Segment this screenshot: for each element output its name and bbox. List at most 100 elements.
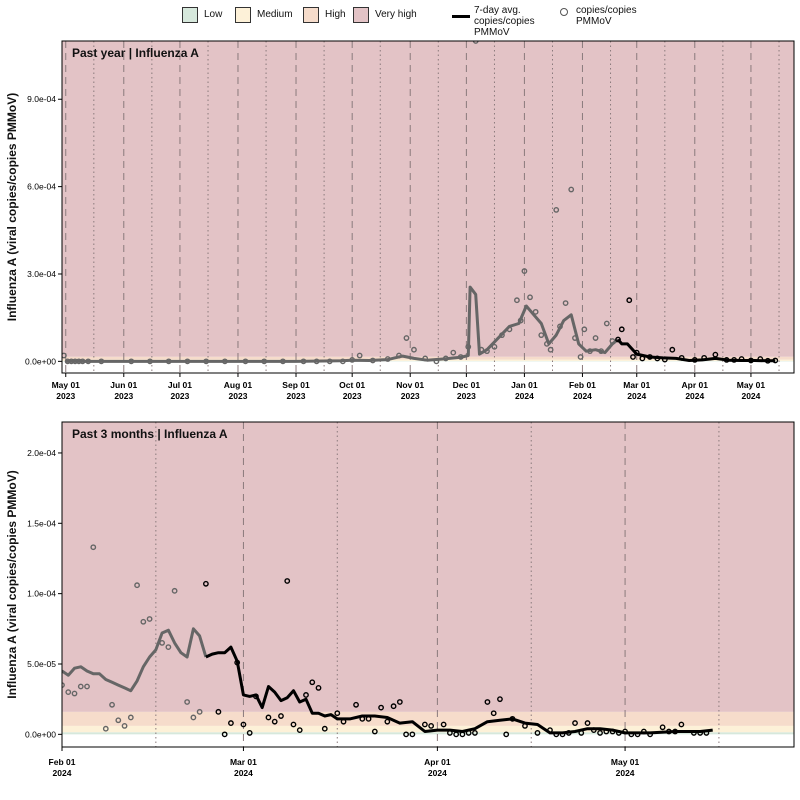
data-point (598, 348, 605, 355)
data-point (509, 715, 516, 722)
x-tick-label: Feb 01 2024 (569, 380, 596, 400)
data-point (134, 582, 140, 589)
legend-item-very-high: Very high (353, 7, 417, 23)
data-point (365, 715, 372, 722)
data-point (690, 730, 697, 736)
x-tick-label-date: Mar 01 (230, 757, 257, 767)
data-point (280, 358, 286, 365)
data-point (284, 578, 291, 584)
data-point (313, 358, 320, 365)
data-point (633, 349, 640, 356)
x-tick-label-date: Jun 01 (110, 380, 137, 390)
data-point (521, 268, 528, 274)
data-point (440, 721, 447, 728)
data-point (557, 323, 563, 330)
data-point (446, 730, 453, 736)
data-point (517, 317, 524, 324)
data-point (62, 352, 67, 359)
plot-background (62, 734, 794, 747)
x-tick-label-year: 2023 (287, 391, 306, 400)
data-point (547, 346, 554, 353)
risk-band-high (62, 711, 794, 726)
data-point (428, 722, 435, 729)
data-point (609, 338, 616, 344)
data-point (340, 718, 347, 725)
data-point (62, 682, 65, 688)
data-point (421, 721, 428, 728)
x-tick-label-year: 2024 (741, 391, 760, 400)
data-point (603, 320, 610, 327)
data-point (109, 701, 115, 708)
legend-label-low: Low (204, 9, 223, 20)
data-point (339, 358, 346, 365)
y-tick-label: 1.5e-04 (27, 518, 56, 528)
data-point (140, 618, 147, 625)
risk-band-very-high (62, 41, 794, 357)
x-tick-label: Jul 01 2023 (168, 380, 192, 400)
data-point (630, 354, 636, 360)
data-point (102, 725, 109, 732)
x-tick-label-date: Apr 01 (424, 757, 451, 767)
data-point (77, 683, 84, 690)
x-tick-label: Mar 01 2024 (230, 757, 257, 778)
data-point (678, 354, 685, 361)
data-point (654, 355, 661, 362)
data-point (592, 335, 599, 341)
data-point (146, 616, 153, 622)
data-point (326, 358, 333, 365)
data-point (538, 332, 545, 339)
legend-item-points: copies/copies PMMoV (560, 5, 640, 27)
data-point (578, 730, 585, 736)
data-point (253, 693, 259, 700)
legend-label-very-high: Very high (375, 9, 417, 20)
data-point (568, 186, 575, 193)
data-point (265, 714, 272, 721)
x-tick-label: May 01 2024 (611, 757, 640, 778)
y-tick-label: 0.0e+00 (25, 356, 56, 366)
data-point (159, 639, 166, 646)
data-point (234, 659, 241, 666)
data-point (228, 720, 234, 726)
data-point (127, 714, 134, 721)
data-point (334, 710, 341, 717)
x-tick-label: Apr 01 2024 (682, 380, 709, 400)
data-point (353, 701, 359, 708)
x-tick-label-year: 2024 (616, 768, 635, 778)
data-point (409, 731, 416, 738)
data-point (196, 708, 203, 715)
legend-swatch-low (182, 7, 198, 23)
data-point (433, 358, 440, 365)
data-point (581, 326, 588, 333)
legend-label-avg-line: 7-day avg. copies/copies PMMoV (474, 5, 535, 38)
x-tick-label-year: 2024 (428, 768, 447, 778)
chart-title: Past 3 months | Influenza A (72, 427, 228, 441)
legend-swatch-high (303, 7, 319, 23)
data-point (772, 357, 779, 364)
data-point (622, 728, 628, 735)
series-7day-avg (62, 627, 713, 735)
data-point (503, 731, 510, 738)
x-tick-label-year: 2023 (229, 391, 248, 400)
data-point (396, 699, 403, 705)
x-tick-label: Oct 01 2023 (339, 380, 365, 400)
x-tick-label-year: 2023 (343, 391, 362, 400)
data-point (98, 358, 105, 365)
data-point (484, 699, 491, 705)
legend-point-symbol (560, 8, 568, 16)
data-point (403, 731, 410, 738)
x-tick-label-year: 2024 (515, 391, 534, 400)
data-point (315, 685, 322, 691)
data-point (240, 721, 247, 728)
series-copies (62, 544, 710, 738)
data-point (626, 297, 633, 304)
data-point (79, 358, 86, 365)
data-point (701, 354, 708, 361)
x-tick-label-date: Nov 01 (396, 380, 424, 390)
x-tick-label: Jan 01 2024 (511, 380, 538, 400)
data-point (757, 356, 764, 362)
x-tick-label-date: Jan 01 (511, 380, 538, 390)
data-point (300, 358, 307, 365)
data-point (203, 358, 210, 365)
y-tick-label: 3.0e-04 (27, 269, 56, 279)
legend-line-symbol (452, 15, 470, 18)
